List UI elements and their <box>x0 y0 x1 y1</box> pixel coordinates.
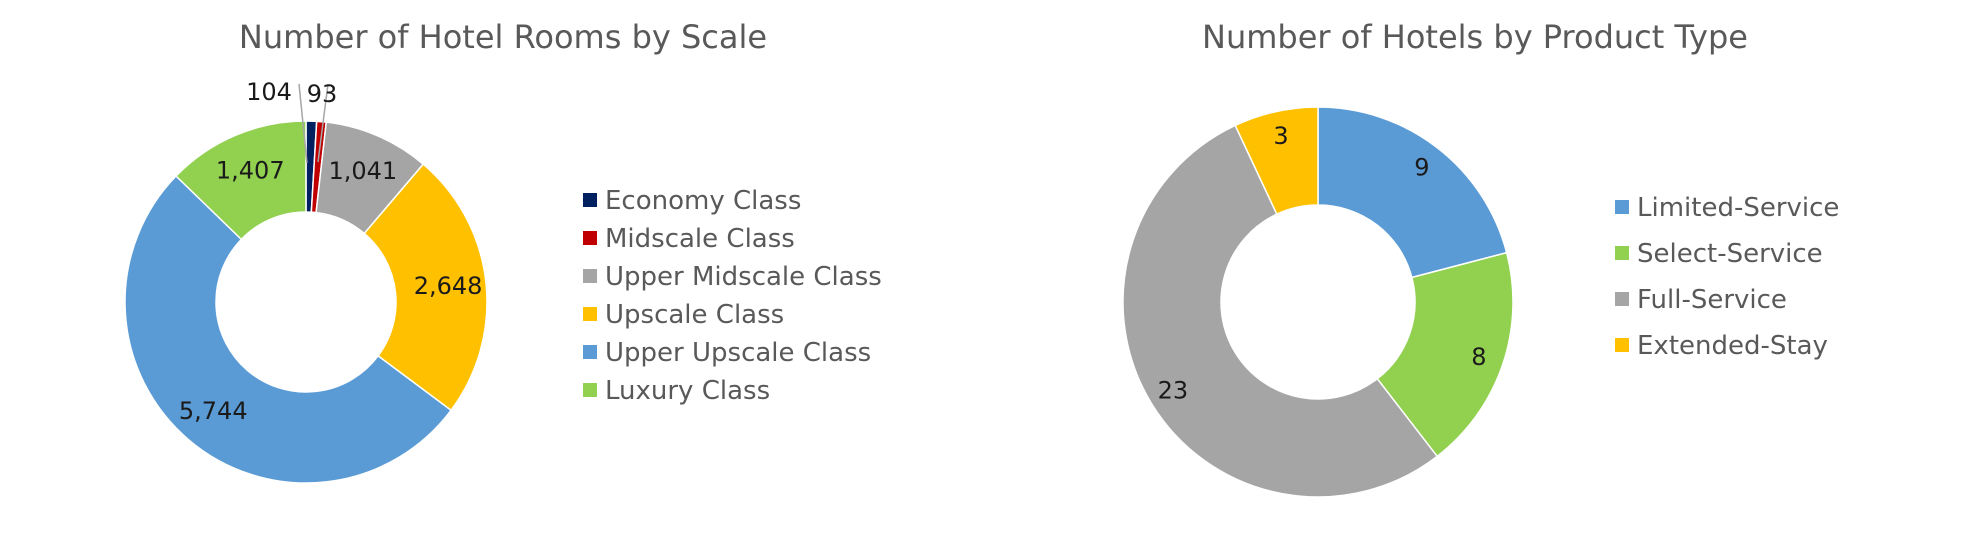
legend-swatch-limited-service <box>1615 200 1629 214</box>
legend-swatch-upper-midscale-class <box>583 269 597 283</box>
legend-label-upper-upscale-class: Upper Upscale Class <box>605 338 871 368</box>
data-labels: 104 93 1,041 2,648 5,744 1,407 <box>179 78 483 425</box>
data-label-upscale-class: 2,648 <box>414 272 483 300</box>
legend-item-upper-midscale-class: Upper Midscale Class <box>583 262 882 292</box>
data-label-luxury-class: 1,407 <box>216 156 285 184</box>
legend-item-limited-service: Limited-Service <box>1615 193 1839 223</box>
legend-swatch-luxury-class <box>583 383 597 397</box>
slice-limited-service <box>1317 106 1508 279</box>
slices <box>124 120 488 484</box>
legend-swatch-full-service <box>1615 292 1629 306</box>
chart-hotels-by-product-type: Number of Hotels by Product Type 9 8 23 3 L… <box>1122 18 1839 498</box>
legend-label-upscale-class: Upscale Class <box>605 300 784 330</box>
legend: Limited-Service Select-Service Full-Servic… <box>1615 193 1839 361</box>
leader-line-economy-class <box>298 83 308 164</box>
legend-label-full-service: Full-Service <box>1637 285 1787 315</box>
data-label-economy-class: 104 <box>246 78 292 106</box>
legend-label-midscale-class: Midscale Class <box>605 224 795 254</box>
legend-swatch-midscale-class <box>583 231 597 245</box>
slice-extended-stay <box>1234 106 1319 216</box>
legend-label-upper-midscale-class: Upper Midscale Class <box>605 262 882 292</box>
legend-swatch-upper-upscale-class <box>583 345 597 359</box>
slice-full-service <box>1122 124 1439 498</box>
legend-swatch-upscale-class <box>583 307 597 321</box>
chart-title: Number of Hotels by Product Type <box>1202 18 1748 56</box>
data-label-midscale-class: 93 <box>307 80 338 108</box>
legend-swatch-select-service <box>1615 246 1629 260</box>
legend-label-limited-service: Limited-Service <box>1637 193 1839 223</box>
leader-line-midscale-class <box>317 83 329 163</box>
legend-item-midscale-class: Midscale Class <box>583 224 795 254</box>
legend-item-upscale-class: Upscale Class <box>583 300 784 330</box>
legend-item-full-service: Full-Service <box>1615 285 1787 315</box>
slice-upscale-class <box>363 163 488 412</box>
slice-luxury-class <box>174 120 307 241</box>
data-label-select-service: 8 <box>1471 343 1486 371</box>
slices <box>1122 106 1514 498</box>
legend: Economy Class Midscale Class Upper Midscal… <box>583 186 882 406</box>
data-label-full-service: 23 <box>1158 377 1189 405</box>
legend-item-extended-stay: Extended-Stay <box>1615 331 1828 361</box>
slice-upper-upscale-class <box>124 174 453 484</box>
legend-item-upper-upscale-class: Upper Upscale Class <box>583 338 871 368</box>
data-label-upper-midscale-class: 1,041 <box>328 157 397 185</box>
legend-label-luxury-class: Luxury Class <box>605 376 770 406</box>
legend-swatch-economy-class <box>583 193 597 207</box>
data-label-upper-upscale-class: 5,744 <box>179 397 248 425</box>
legend-label-extended-stay: Extended-Stay <box>1637 331 1828 361</box>
legend-label-economy-class: Economy Class <box>605 186 801 216</box>
data-label-limited-service: 9 <box>1414 153 1429 181</box>
data-labels: 9 8 23 3 <box>1158 122 1487 404</box>
slice-select-service <box>1376 251 1514 458</box>
legend-swatch-extended-stay <box>1615 338 1629 352</box>
leader-lines <box>298 83 329 164</box>
data-label-extended-stay: 3 <box>1273 122 1288 150</box>
legend-item-luxury-class: Luxury Class <box>583 376 770 406</box>
legend-item-economy-class: Economy Class <box>583 186 801 216</box>
chart-title: Number of Hotel Rooms by Scale <box>239 18 767 56</box>
legend-item-select-service: Select-Service <box>1615 239 1823 269</box>
chart-rooms-by-scale: Number of Hotel Rooms by Scale 104 93 1,04… <box>124 18 882 484</box>
legend-label-select-service: Select-Service <box>1637 239 1823 269</box>
